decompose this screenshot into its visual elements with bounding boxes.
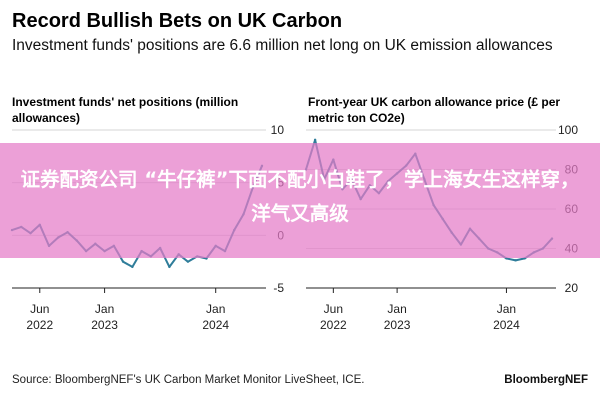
left-y-tick-label-3: -5 bbox=[273, 281, 284, 295]
left-x-tick-label-2: Jan bbox=[206, 302, 225, 316]
right-x-tick-year-1: 2023 bbox=[384, 318, 411, 332]
brand-logo: BloombergNEF bbox=[504, 374, 588, 386]
right-panel-title: Front-year UK carbon allowance price (£ … bbox=[308, 95, 561, 125]
left-x-tick-year-1: 2023 bbox=[91, 318, 118, 332]
left-data-point-19 bbox=[186, 260, 190, 263]
page-title: Record Bullish Bets on UK Carbon bbox=[12, 10, 343, 32]
left-x-tick-year-2: 2024 bbox=[202, 318, 229, 332]
right-x-tick-label-0: Jun bbox=[324, 302, 343, 316]
right-y-tick-label-0: 100 bbox=[558, 123, 578, 137]
left-x-tick-label-0: Jun bbox=[30, 302, 49, 316]
left-y-tick-label-0: 10 bbox=[271, 123, 285, 137]
left-data-point-12 bbox=[121, 260, 125, 263]
right-x-tick-year-0: 2022 bbox=[320, 318, 347, 332]
left-data-point-13 bbox=[131, 265, 134, 269]
page-subtitle: Investment funds' positions are 6.6 mill… bbox=[12, 37, 553, 54]
source-note: Source: BloombergNEF's UK Carbon Market … bbox=[12, 374, 365, 386]
left-data-point-17 bbox=[168, 265, 171, 269]
right-x-tick-label-2: Jan bbox=[497, 302, 516, 316]
left-x-tick-label-1: Jan bbox=[95, 302, 114, 316]
left-x-tick-year-0: 2022 bbox=[26, 318, 53, 332]
right-y-tick-label-4: 20 bbox=[565, 281, 579, 295]
right-data-point-23 bbox=[514, 259, 517, 262]
overlay-text: 证券配资公司 “牛仔裤”下面不配小白鞋了，学上海女生这样穿，洋气又高级 bbox=[20, 168, 580, 225]
left-panel-title: Investment funds' net positions (million… bbox=[12, 95, 239, 125]
overlay-banner bbox=[0, 143, 600, 258]
right-x-tick-label-1: Jan bbox=[387, 302, 406, 316]
right-data-point-1 bbox=[313, 138, 317, 142]
right-x-tick-year-2: 2024 bbox=[493, 318, 520, 332]
